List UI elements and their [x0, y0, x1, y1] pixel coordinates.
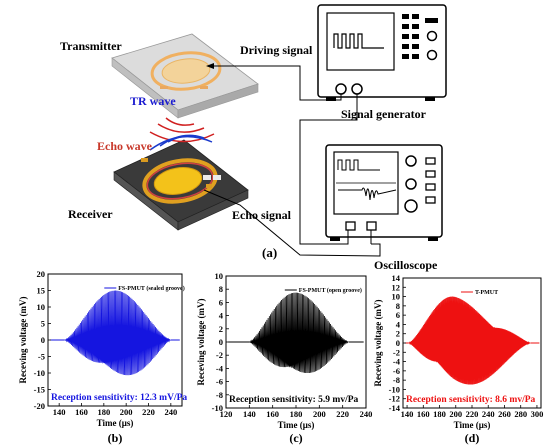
y-tick-label: 6: [219, 297, 223, 307]
x-tick-label: 300: [531, 409, 544, 419]
y-tick-label: 8: [396, 301, 400, 311]
y-tick-label: -8: [393, 375, 400, 385]
x-tick-label: 120: [220, 409, 233, 419]
y-tick-label: -10: [34, 368, 45, 378]
y-tick-label: 0: [41, 335, 45, 345]
y-tick-label: -8: [216, 390, 223, 400]
x-tick-label: 200: [449, 409, 462, 419]
y-tick-label: -2: [393, 347, 400, 357]
sensitivity-annotation: Reception sensitivity: 8.6 mv/Pa: [406, 395, 536, 405]
legend-label: T-PMUT: [475, 290, 498, 296]
connection-wires: [203, 63, 381, 257]
y-tick-label: -14: [389, 403, 401, 413]
y-tick-label: -6: [393, 366, 400, 376]
y-tick-label: -20: [34, 401, 45, 411]
label-driving-signal: Driving signal: [240, 43, 313, 57]
y-tick-label: 4: [396, 319, 401, 329]
label-tr-wave: TR wave: [130, 94, 176, 108]
x-tick-label: 140: [243, 409, 256, 419]
chart-panel-1: 140 160 180 200 220 240 -20 -15 -10 -5 0 5 10 15 20 Tim…: [18, 269, 187, 445]
y-tick-label: -10: [389, 384, 400, 394]
y-tick-label: 10: [215, 271, 224, 281]
oscilloscope: [325, 144, 443, 241]
y-tick-label: -2: [216, 350, 223, 360]
x-tick-label: 280: [514, 409, 527, 419]
x-tick-label: 220: [336, 409, 349, 419]
chart-panel-3: 140 160 180 200 220 240 260 280 300-14-12-10-8-6…: [373, 273, 543, 445]
y-tick-label: 10: [392, 292, 401, 302]
x-axis-label: Time (μs): [278, 420, 315, 430]
x-tick-label: 240: [164, 407, 177, 417]
y-tick-label: 4: [219, 311, 224, 321]
legend-label: FS-PMUT (sealed groove): [118, 285, 184, 292]
x-tick-label: 220: [142, 407, 155, 417]
panel-label: (d): [465, 431, 480, 445]
x-tick-label: 220: [466, 409, 479, 419]
tr-wave-arcs: [149, 117, 215, 143]
panel-label-a: (a): [262, 245, 277, 260]
label-echo-wave: Echo wave: [97, 139, 153, 153]
y-tick-label: 6: [396, 310, 400, 320]
sensitivity-annotation: Reception sensitivity: 12.3 mV/Pa: [51, 393, 187, 403]
x-tick-label: 140: [401, 409, 414, 419]
x-tick-label: 140: [53, 407, 66, 417]
y-tick-label: 2: [219, 324, 223, 334]
y-tick-label: 8: [219, 284, 223, 294]
label-signal-generator: Signal generator: [341, 107, 427, 121]
y-tick-label: 15: [37, 286, 46, 296]
signal-trace: [249, 292, 349, 374]
x-tick-label: 200: [120, 407, 133, 417]
signal-generator: [317, 4, 447, 101]
signal-trace: [64, 290, 171, 376]
panel-label: (c): [289, 431, 302, 445]
sensitivity-annotation: Reception sensitivity: 5.9 mv/Pa: [229, 395, 359, 405]
y-tick-label: -12: [389, 394, 400, 404]
label-receiver: Receiver: [68, 207, 113, 221]
x-tick-label: 180: [290, 409, 303, 419]
panel-label: (b): [108, 431, 123, 445]
x-tick-label: 160: [266, 409, 279, 419]
y-tick-label: 0: [396, 338, 400, 348]
y-axis-label: Receving voltage (mV): [196, 299, 206, 386]
charts-container: 140 160 180 200 220 240-20-15-10-505101520Tim…: [18, 269, 543, 445]
x-tick-label: 180: [97, 407, 110, 417]
y-tick-label: -6: [216, 377, 223, 387]
x-tick-label: 260: [498, 409, 511, 419]
y-tick-label: 5: [41, 319, 45, 329]
x-tick-label: 240: [360, 409, 373, 419]
receiver-chip: [113, 139, 249, 231]
x-tick-label: 160: [75, 407, 88, 417]
echo-wave-arcs: [149, 134, 213, 151]
label-oscilloscope: Oscilloscope: [374, 258, 438, 272]
y-tick-label: 10: [37, 302, 46, 312]
y-axis-label: Receving voltage (mV): [18, 297, 28, 384]
y-tick-label: -5: [38, 352, 45, 362]
chart-panel-2: 120 140 160 180 200 220 240 -10 -8 -6 -4 -2 0 2 4 6 8 10 T…: [196, 271, 372, 445]
x-axis-label: Time (μs): [454, 420, 491, 430]
transmitter-chip: [111, 33, 259, 119]
y-tick-label: -15: [34, 385, 45, 395]
y-tick-label: 20: [37, 269, 46, 279]
label-transmitter: Transmitter: [60, 39, 122, 53]
signal-trace: [408, 296, 531, 385]
legend-label: FS-PMUT (open groove): [299, 287, 362, 294]
x-tick-label: 160: [417, 409, 430, 419]
x-tick-label: 240: [482, 409, 495, 419]
y-tick-label: 14: [392, 273, 401, 283]
x-tick-label: 200: [313, 409, 326, 419]
label-echo-signal: Echo signal: [232, 208, 292, 222]
x-tick-label: 180: [433, 409, 446, 419]
y-tick-label: 2: [396, 329, 400, 339]
y-tick-label: 0: [219, 337, 223, 347]
y-tick-label: -10: [212, 403, 223, 413]
y-tick-label: -4: [216, 363, 224, 373]
x-axis-label: Time (μs): [97, 418, 134, 428]
y-tick-label: -4: [393, 357, 401, 367]
y-tick-label: 12: [392, 282, 401, 292]
y-axis-label: Receving voltage (mV): [373, 300, 383, 387]
